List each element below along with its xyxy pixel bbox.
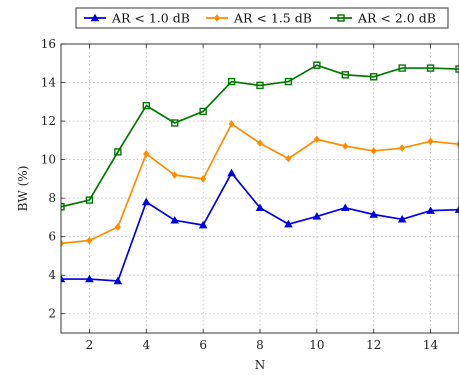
y-tick-label: 2 <box>48 307 56 321</box>
y-tick-label: 8 <box>48 191 56 205</box>
data-point <box>113 276 123 285</box>
y-tick-label: 4 <box>48 268 56 282</box>
series-2 <box>61 120 459 248</box>
data-point <box>427 137 434 146</box>
data-point <box>455 65 459 73</box>
data-point <box>285 154 292 163</box>
legend-entry-label: AR < 1.5 dB <box>233 11 312 26</box>
data-point <box>370 147 377 155</box>
data-point <box>114 223 121 231</box>
data-point <box>341 71 349 79</box>
data-point <box>86 236 93 245</box>
x-tick-label: 8 <box>256 338 264 352</box>
data-point <box>141 197 151 206</box>
legend-marker <box>90 13 100 22</box>
series-3 <box>61 61 459 211</box>
data-point <box>143 150 150 158</box>
data-point <box>426 64 435 72</box>
data-point <box>284 77 293 86</box>
data-point <box>397 215 407 223</box>
data-point <box>426 206 435 214</box>
x-tick-label: 6 <box>199 338 207 352</box>
data-point <box>142 101 150 110</box>
data-point <box>313 61 321 69</box>
y-tick-label: 6 <box>48 230 56 244</box>
data-point <box>200 175 207 183</box>
data-point <box>171 171 178 179</box>
y-tick-label: 16 <box>41 37 56 51</box>
x-tick-label: 2 <box>86 338 94 352</box>
x-tick-label: 12 <box>366 338 381 352</box>
series-layer <box>61 61 459 285</box>
legend-entry-label: AR < 2.0 dB <box>357 11 436 26</box>
data-point <box>61 239 65 248</box>
x-tick-label: 4 <box>142 338 150 352</box>
y-tick-label: 12 <box>41 114 56 128</box>
data-point <box>284 219 293 228</box>
data-point <box>256 139 264 148</box>
legend-marker <box>213 14 221 22</box>
y-axis: 2 4 6 8 10 12 14 16 <box>41 37 65 321</box>
data-point <box>198 220 208 229</box>
series-line <box>61 64 459 208</box>
data-point <box>370 73 378 81</box>
x-tick-label: 14 <box>423 338 439 352</box>
data-point <box>171 119 179 127</box>
data-point <box>342 142 349 150</box>
data-point <box>313 135 320 144</box>
data-point <box>340 203 350 211</box>
x-axis-label: N <box>255 358 266 372</box>
series-1 <box>61 168 459 285</box>
legend-marker <box>337 14 345 22</box>
legend-box <box>75 7 449 29</box>
data-point <box>85 274 94 283</box>
data-point <box>227 168 236 177</box>
data-point <box>61 203 65 211</box>
data-point <box>61 274 66 283</box>
data-point <box>454 205 459 213</box>
data-point <box>170 215 180 224</box>
data-point <box>114 148 122 156</box>
x-axis: 2 4 6 8 10 12 14 <box>86 44 439 352</box>
data-point <box>256 81 264 90</box>
y-tick-label: 10 <box>41 153 56 167</box>
data-point <box>399 144 406 152</box>
data-point <box>255 203 265 211</box>
y-tick-label: 14 <box>41 76 57 90</box>
data-point <box>228 120 235 128</box>
data-point <box>369 210 379 218</box>
legend: AR < 1.0 dB AR < 1.5 dB AR < 2.0 dB <box>75 7 449 29</box>
data-point <box>199 107 207 116</box>
legend-entry-label: AR < 1.0 dB <box>111 11 190 26</box>
data-point <box>227 77 236 86</box>
grid <box>61 43 459 333</box>
data-point <box>85 196 94 204</box>
data-point <box>312 212 322 220</box>
y-axis-label: BW (%) <box>16 166 30 212</box>
data-point <box>455 140 459 148</box>
data-point <box>398 64 406 72</box>
x-tick-label: 10 <box>309 338 324 352</box>
